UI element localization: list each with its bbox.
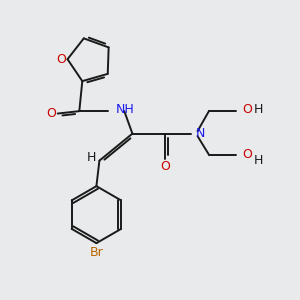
Text: H: H xyxy=(254,154,263,166)
Text: O: O xyxy=(242,103,252,116)
Text: O: O xyxy=(46,107,56,120)
Text: H: H xyxy=(254,103,263,116)
Text: O: O xyxy=(57,53,67,66)
Text: O: O xyxy=(160,160,170,173)
Text: NH: NH xyxy=(116,103,135,116)
Text: O: O xyxy=(242,148,252,161)
Text: Br: Br xyxy=(89,246,103,259)
Text: H: H xyxy=(86,151,96,164)
Text: N: N xyxy=(196,127,206,140)
